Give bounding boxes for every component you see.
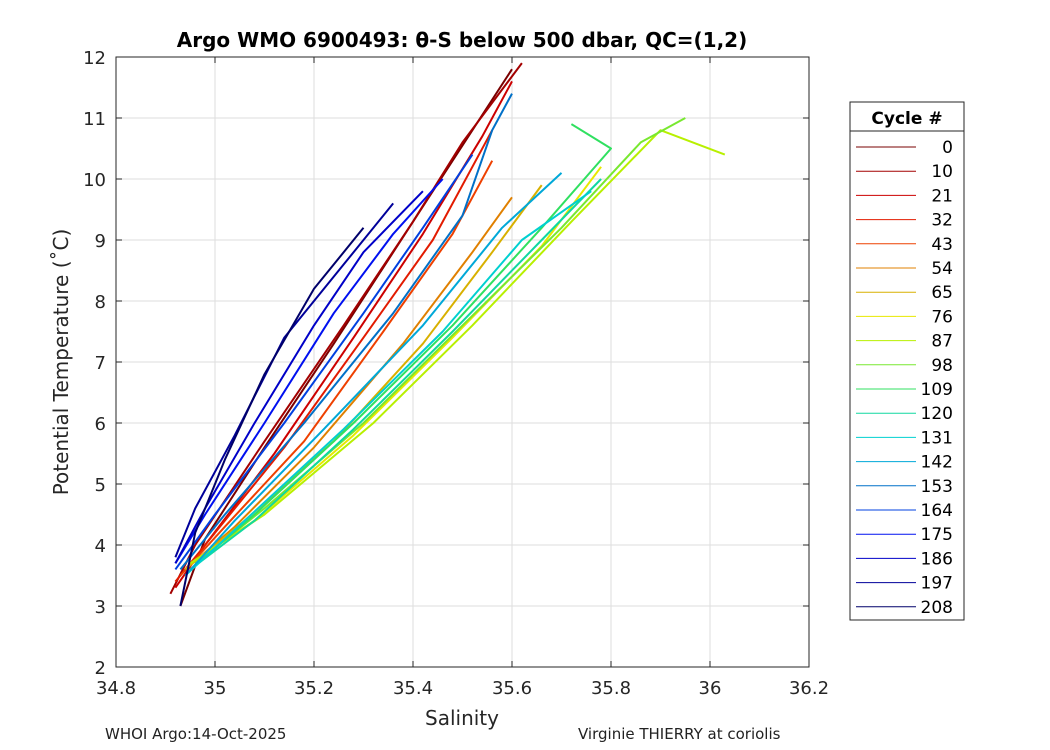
x-tick-label: 35.6 bbox=[492, 678, 532, 699]
y-tick-label: 3 bbox=[95, 597, 106, 618]
grid bbox=[116, 57, 809, 667]
legend-label: 65 bbox=[931, 283, 953, 303]
data-lines bbox=[169, 62, 726, 607]
footer-credit-right: Virginie THIERRY at coriolis bbox=[578, 725, 781, 743]
series-line-cycle-208 bbox=[179, 227, 365, 607]
y-axis-label: Potential Temperature (˚C) bbox=[49, 229, 73, 496]
x-tick-label: 36 bbox=[699, 678, 722, 699]
legend-label: 208 bbox=[921, 598, 953, 618]
legend-label: 142 bbox=[921, 453, 953, 473]
x-tick-label: 34.8 bbox=[96, 678, 136, 699]
series-line-cycle-120 bbox=[189, 178, 602, 571]
y-tick-label: 10 bbox=[83, 170, 106, 191]
legend-label: 120 bbox=[921, 404, 953, 424]
series-line-cycle-153 bbox=[179, 93, 513, 571]
y-tick-label: 2 bbox=[95, 658, 106, 679]
legend-label: 164 bbox=[921, 501, 953, 521]
legend-label: 131 bbox=[921, 428, 953, 448]
y-tick-label: 6 bbox=[95, 414, 106, 435]
legend-box bbox=[849, 101, 965, 621]
y-tick-label: 7 bbox=[95, 353, 106, 374]
legend-label: 21 bbox=[931, 186, 953, 206]
x-axis-label: Salinity bbox=[425, 706, 499, 730]
legend: Cycle # 0 10 21 32 43 54 65 76 87 98 109 120 131 142 1… bbox=[849, 101, 965, 621]
series-line-cycle-131 bbox=[184, 190, 592, 577]
y-tick-label: 12 bbox=[83, 48, 106, 69]
y-tick-label: 8 bbox=[95, 292, 106, 313]
legend-label: 54 bbox=[931, 259, 953, 279]
y-tick-label: 4 bbox=[95, 536, 106, 557]
x-tick-label: 35.8 bbox=[591, 678, 631, 699]
legend-label: 186 bbox=[921, 549, 953, 569]
legend-label: 0 bbox=[942, 138, 953, 158]
footer-credit-left: WHOI Argo:14-Oct-2025 bbox=[105, 725, 287, 743]
legend-label: 98 bbox=[931, 356, 953, 376]
legend-label: 10 bbox=[931, 162, 953, 182]
x-tick-label: 35.4 bbox=[393, 678, 433, 699]
series-line-cycle-21 bbox=[174, 80, 513, 589]
series-line-cycle-32 bbox=[174, 129, 494, 583]
legend-label: 109 bbox=[921, 380, 953, 400]
legend-label: 153 bbox=[921, 477, 953, 497]
legend-title: Cycle # bbox=[871, 109, 942, 129]
legend-label: 197 bbox=[921, 574, 953, 594]
series-line-cycle-186 bbox=[174, 190, 424, 564]
legend-label: 175 bbox=[921, 525, 953, 545]
legend-label: 43 bbox=[931, 235, 953, 255]
y-tick-label: 11 bbox=[83, 109, 106, 130]
legend-label: 76 bbox=[931, 307, 953, 327]
x-tick-label: 35 bbox=[204, 678, 227, 699]
y-tick-label: 5 bbox=[95, 475, 106, 496]
axis-ticks: 34.8 35 35.2 35.4 35.6 35.8 36 36.2 2 3 4 5 6 7 8 9 10 11… bbox=[83, 48, 829, 699]
series-line-cycle-54 bbox=[184, 196, 513, 571]
x-tick-label: 36.2 bbox=[789, 678, 829, 699]
series-line-cycle-142 bbox=[184, 172, 563, 577]
series-line-cycle-87 bbox=[189, 129, 726, 565]
y-tick-label: 9 bbox=[95, 231, 106, 252]
series-line-cycle-10 bbox=[169, 62, 523, 595]
series-line-cycle-109 bbox=[189, 123, 612, 571]
chart-title: Argo WMO 6900493: θ-S below 500 dbar, QC… bbox=[177, 28, 747, 52]
legend-entries: 0 10 21 32 43 54 65 76 87 98 109 120 131 142 153 164 175… bbox=[856, 138, 953, 618]
legend-label: 87 bbox=[931, 332, 953, 352]
series-line-cycle-98 bbox=[194, 117, 686, 565]
x-tick-label: 35.2 bbox=[294, 678, 334, 699]
legend-label: 32 bbox=[931, 211, 953, 231]
series-line-cycle-164 bbox=[174, 154, 474, 570]
